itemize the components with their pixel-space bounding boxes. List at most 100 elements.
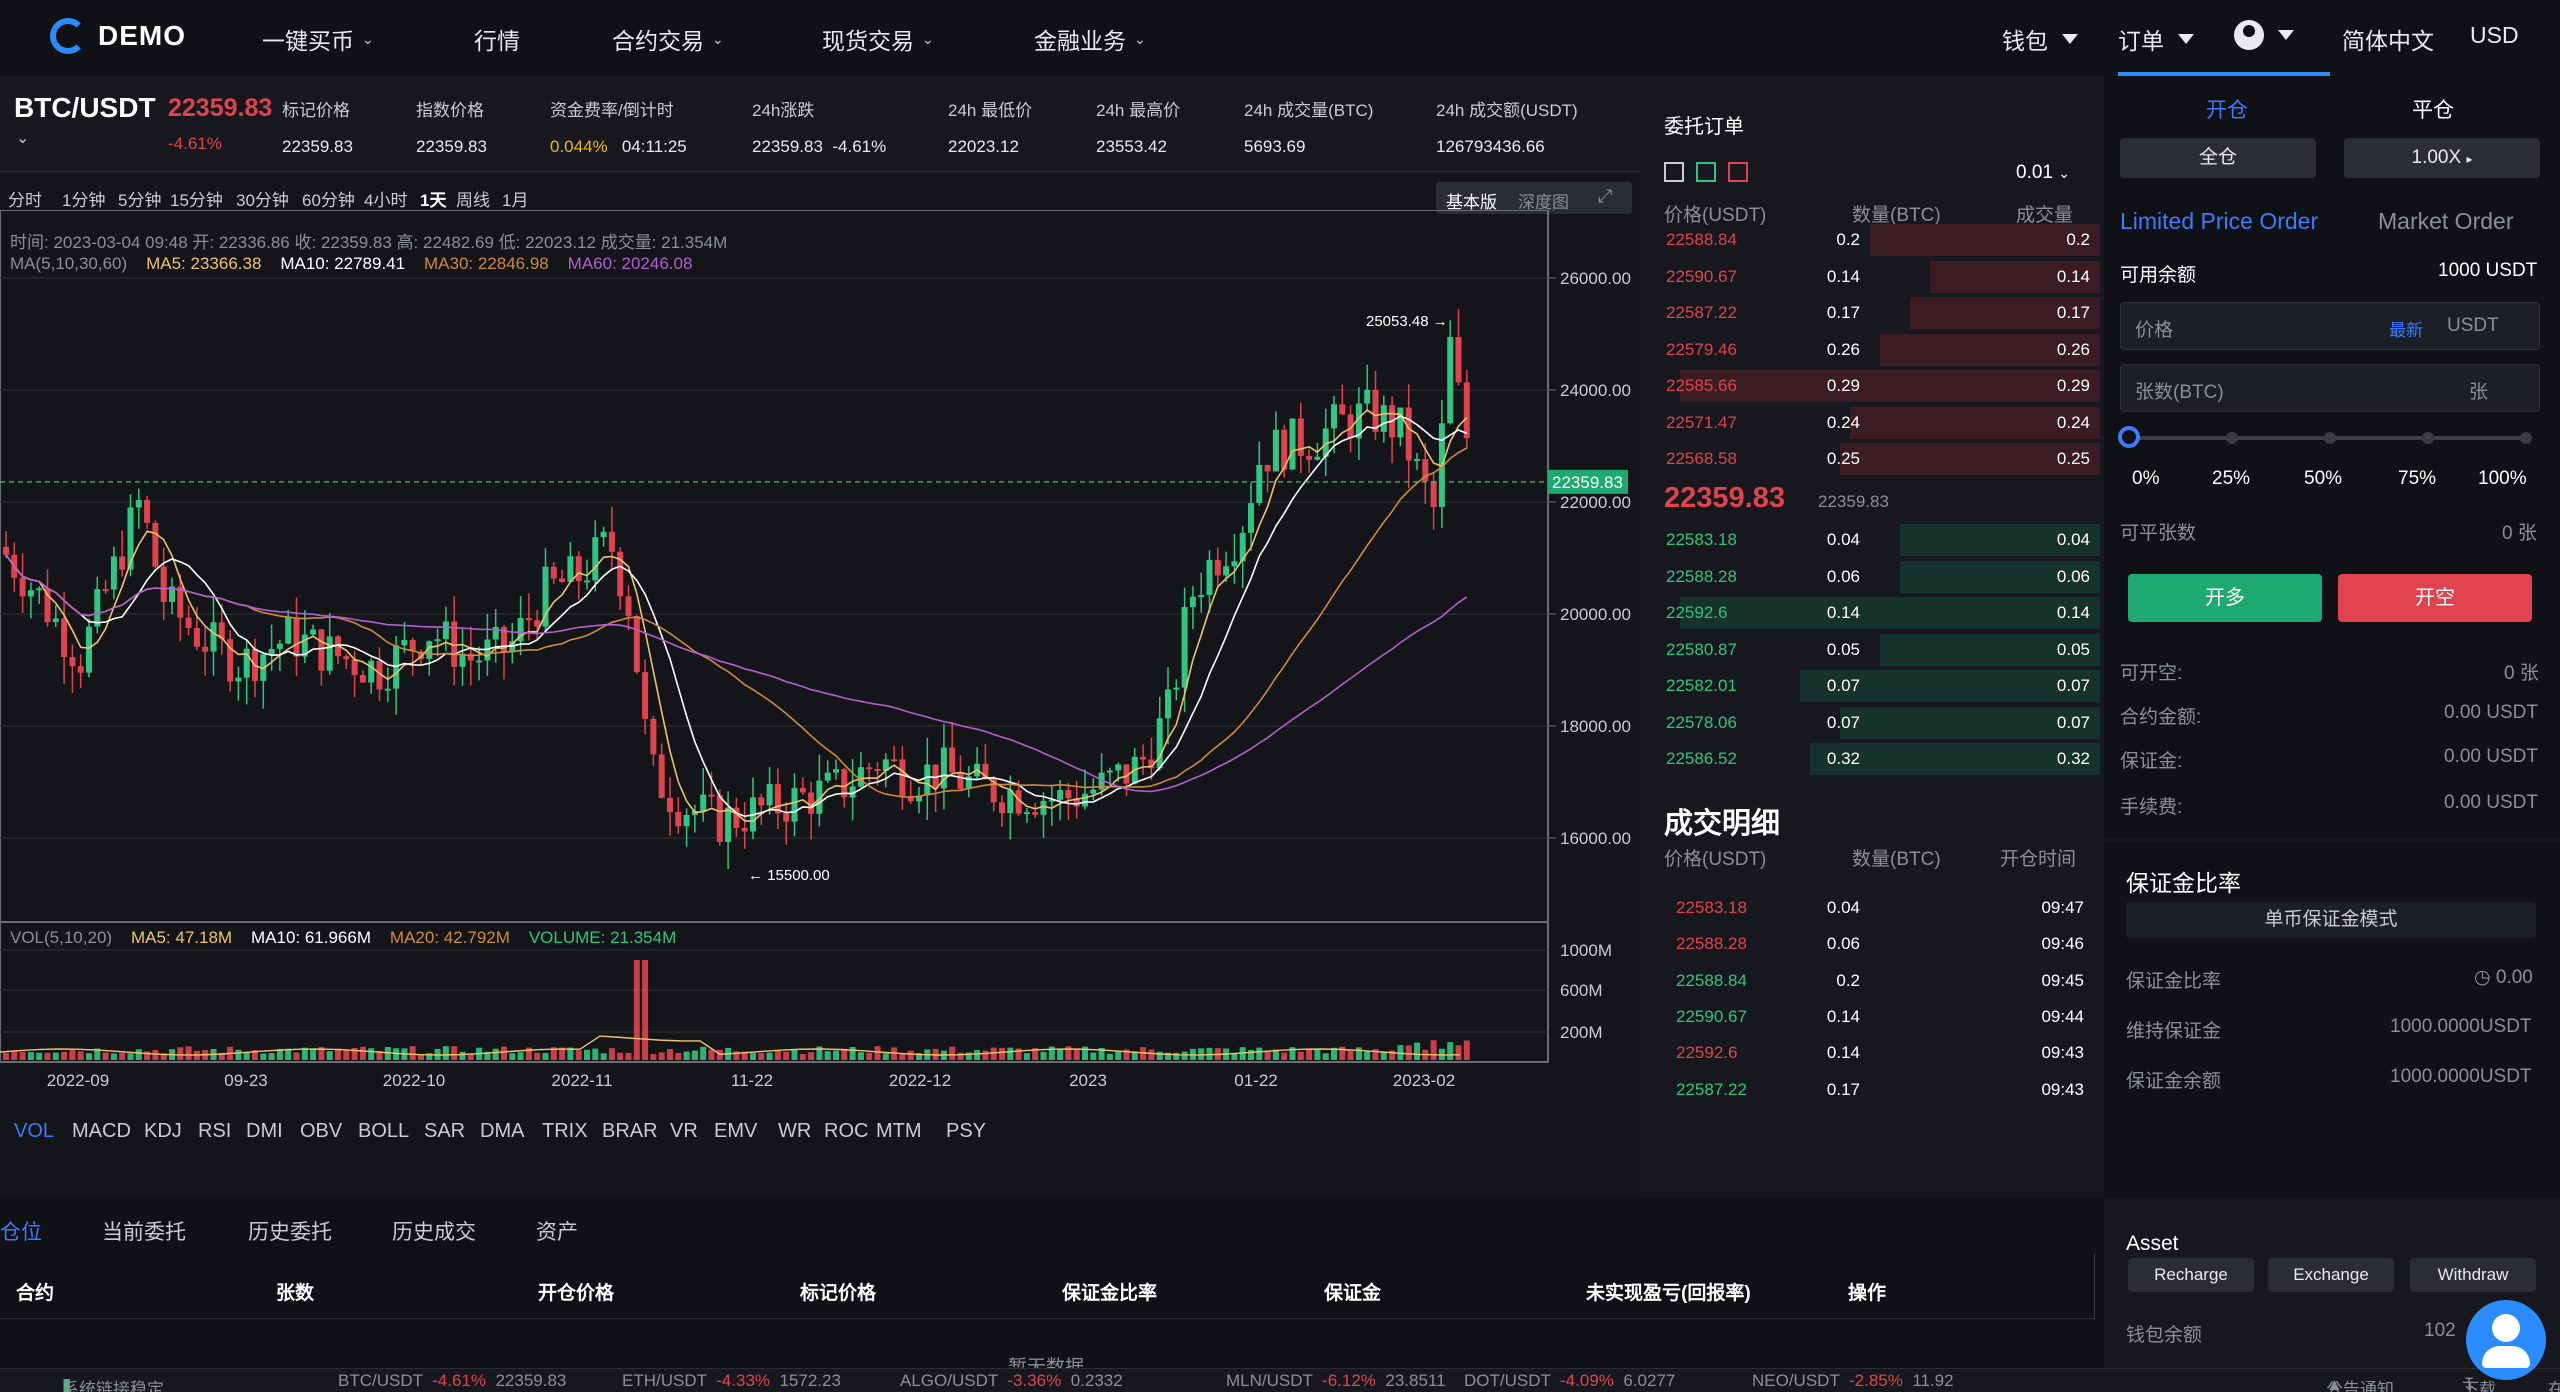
tab-close-position[interactable]: 平仓 [2412, 99, 2454, 122]
interval-2[interactable]: 5分钟 [118, 191, 162, 210]
view-depth[interactable]: 深度图 [1518, 193, 1569, 212]
positions-tab-0[interactable]: 仓位 [0, 1221, 42, 1244]
book-bids-icon[interactable] [1696, 162, 1716, 182]
bid-row[interactable]: 22578.06 0.07 0.07 [1660, 705, 2100, 741]
indicator-roc[interactable]: ROC [824, 1120, 869, 1142]
interval-0[interactable]: 分时 [8, 191, 42, 210]
indicator-trix[interactable]: TRIX [542, 1120, 588, 1142]
wallet-menu[interactable]: 钱包 [2002, 22, 2078, 56]
interval-5[interactable]: 60分钟 [302, 191, 355, 210]
ask-row[interactable]: 22568.58 0.25 0.25 [1660, 441, 2100, 477]
tab-limit-order[interactable]: Limited Price Order [2120, 208, 2319, 234]
book-both-icon[interactable] [1664, 162, 1684, 182]
latest-price-button[interactable]: 最新 [2389, 321, 2423, 340]
indicator-dmi[interactable]: DMI [246, 1120, 283, 1142]
recharge-button[interactable]: Recharge [2128, 1258, 2254, 1292]
indicator-sar[interactable]: SAR [424, 1120, 466, 1142]
logo[interactable]: DEMO [50, 18, 186, 54]
indicator-boll[interactable]: BOLL [358, 1120, 410, 1142]
tab-open-position[interactable]: 开仓 [2206, 99, 2248, 122]
bid-row[interactable]: 22582.01 0.07 0.07 [1660, 668, 2100, 704]
ask-row[interactable]: 22590.67 0.14 0.14 [1660, 259, 2100, 295]
bid-price: 22580.87 [1666, 639, 1737, 659]
leverage-button[interactable]: 1.00X ▸ [2344, 138, 2540, 178]
indicator-brar[interactable]: BRAR [602, 1120, 658, 1142]
interval-1[interactable]: 1分钟 [62, 191, 106, 210]
status-ticker-item[interactable]: BTC/USDT -4.61% 22359.83 [338, 1371, 566, 1391]
view-basic[interactable]: 基本版 [1446, 193, 1497, 212]
interval-7[interactable]: 1天 [420, 191, 447, 210]
status-ticker-item[interactable]: DOT/USDT -4.09% 6.0277 [1464, 1371, 1675, 1391]
ratio-number: 0.00 [2495, 967, 2533, 988]
status-ticker-item[interactable]: MLN/USDT -6.12% 23.8511 [1226, 1371, 1446, 1391]
fullscreen-icon[interactable]: ⤢ [1598, 186, 1613, 206]
positions-tab-1[interactable]: 当前委托 [102, 1221, 186, 1244]
bid-row[interactable]: 22588.28 0.06 0.06 [1660, 559, 2100, 595]
interval-3[interactable]: 15分钟 [170, 191, 223, 210]
price-chart[interactable]: 26000.00 24000.00 22000.00 20000.00 18000.00… [0, 210, 1640, 1090]
pair-dropdown-icon[interactable]: ⌄ [16, 130, 30, 147]
pct-0[interactable]: 0% [2132, 468, 2160, 489]
open-short-button[interactable]: 开空 [2338, 574, 2532, 622]
indicator-obv[interactable]: OBV [300, 1120, 343, 1142]
single-margin-mode-button[interactable]: 单币保证金模式 [2126, 902, 2536, 938]
margin-mode-button[interactable]: 全仓 [2120, 138, 2316, 178]
positions-tab-4[interactable]: 资产 [536, 1221, 578, 1244]
currency-select[interactable]: USD [2470, 22, 2519, 49]
indicator-vol[interactable]: VOL [14, 1120, 55, 1142]
pair-title[interactable]: BTC/USDT [14, 92, 156, 123]
indicator-macd[interactable]: MACD [72, 1120, 131, 1142]
indicator-dma[interactable]: DMA [480, 1120, 525, 1142]
account-menu[interactable] [2234, 20, 2294, 50]
indicator-wr[interactable]: WR [778, 1120, 812, 1142]
indicator-vr[interactable]: VR [670, 1120, 698, 1142]
indicator-rsi[interactable]: RSI [198, 1120, 232, 1142]
pct-50[interactable]: 50% [2304, 468, 2343, 489]
quantity-input[interactable]: 张数(BTC) 张 [2120, 364, 2540, 412]
interval-8[interactable]: 周线 [456, 191, 490, 210]
open-long-button[interactable]: 开多 [2128, 574, 2322, 622]
status-ticker-item[interactable]: ALGO/USDT -3.36% 0.2332 [900, 1371, 1123, 1391]
volume-bar [459, 1051, 466, 1060]
indicator-psy[interactable]: PSY [946, 1120, 987, 1142]
price-input[interactable]: 价格 最新 USDT [2120, 302, 2540, 350]
slider-handle[interactable] [2118, 426, 2140, 448]
ask-row[interactable]: 22588.84 0.2 0.2 [1660, 222, 2100, 258]
book-asks-icon[interactable] [1728, 162, 1748, 182]
ask-row[interactable]: 22585.66 0.29 0.29 [1660, 368, 2100, 404]
pct-100[interactable]: 100% [2478, 468, 2527, 489]
ask-row[interactable]: 22587.22 0.17 0.17 [1660, 295, 2100, 331]
volume-bar [1331, 1047, 1337, 1060]
interval-4[interactable]: 30分钟 [236, 191, 289, 210]
withdraw-button[interactable]: Withdraw [2410, 1258, 2536, 1292]
positions-tab-2[interactable]: 历史委托 [248, 1221, 332, 1244]
positions-tab-3[interactable]: 历史成交 [392, 1221, 476, 1244]
tab-market-order[interactable]: Market Order [2378, 208, 2514, 234]
ask-row[interactable]: 22579.46 0.26 0.26 [1660, 332, 2100, 368]
customer-service-icon[interactable] [2466, 1300, 2546, 1380]
label: 24h 最高价 [1096, 101, 1181, 120]
bid-row[interactable]: 22586.52 0.32 0.32 [1660, 741, 2100, 777]
orders-menu[interactable]: 订单 [2118, 22, 2194, 56]
interval-6[interactable]: 4小时 [364, 191, 408, 210]
nav-futures[interactable]: 合约交易 ⌄ [612, 22, 724, 56]
bid-row[interactable]: 22580.87 0.05 0.05 [1660, 632, 2100, 668]
nav-markets[interactable]: 行情 [474, 22, 520, 56]
bid-row[interactable]: 22592.6 0.14 0.14 [1660, 595, 2100, 631]
precision-select[interactable]: 0.01 ⌄ [2016, 162, 2070, 184]
language-select[interactable]: 简体中文 [2342, 22, 2434, 56]
nav-spot[interactable]: 现货交易 ⌄ [822, 22, 934, 56]
indicator-emv[interactable]: EMV [714, 1120, 758, 1142]
status-ticker-item[interactable]: ETH/USDT -4.33% 1572.23 [622, 1371, 841, 1391]
status-ticker-item[interactable]: NEO/USDT -2.85% 11.92 [1752, 1371, 1954, 1391]
indicator-mtm[interactable]: MTM [876, 1120, 922, 1142]
ask-row[interactable]: 22571.47 0.24 0.24 [1660, 405, 2100, 441]
pct-25[interactable]: 25% [2212, 468, 2251, 489]
bid-row[interactable]: 22583.18 0.04 0.04 [1660, 522, 2100, 558]
interval-9[interactable]: 1月 [502, 191, 529, 210]
indicator-kdj[interactable]: KDJ [144, 1120, 182, 1142]
pct-75[interactable]: 75% [2398, 468, 2437, 489]
nav-finance[interactable]: 金融业务 ⌄ [1034, 22, 1146, 56]
exchange-button[interactable]: Exchange [2268, 1258, 2394, 1292]
nav-buy-crypto[interactable]: 一键买币 ⌄ [262, 22, 374, 56]
